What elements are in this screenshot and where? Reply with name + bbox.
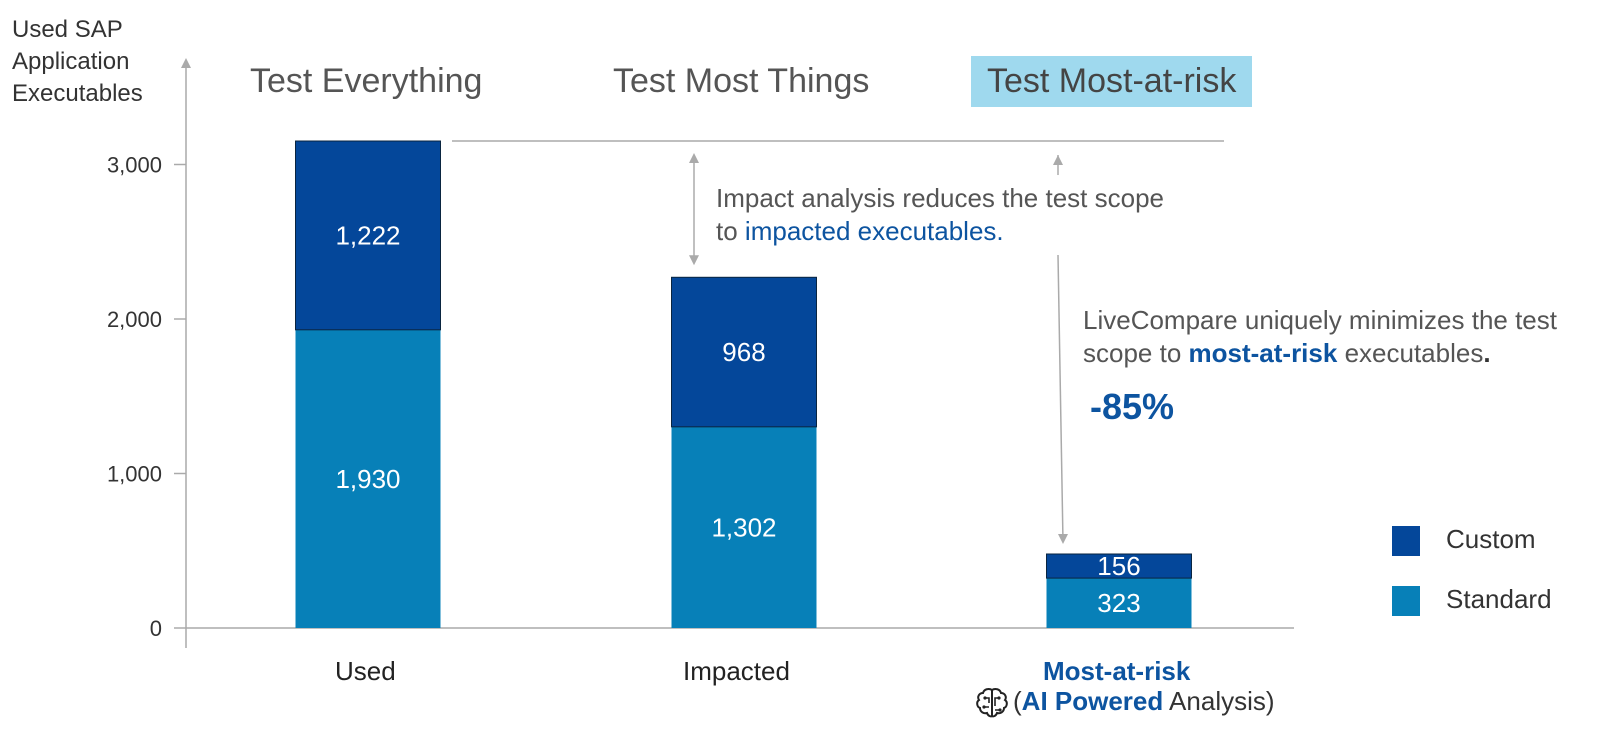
livecompare-annotation: LiveCompare uniquely minimizes the test …: [1083, 304, 1557, 370]
y-axis-title: Used SAP Application Executables: [12, 14, 172, 110]
legend-label-custom: Custom: [1446, 524, 1536, 554]
impact-annotation-line1: Impact analysis reduces the test scope: [716, 183, 1165, 213]
impact-annotation-emphasis: impacted executables.: [744, 216, 1004, 246]
column-title-test-most-things: Test Most Things: [613, 62, 870, 100]
bar-custom: [295, 140, 441, 331]
data-label-standard: 1,930: [335, 464, 400, 494]
livecompare-annotation-line1: LiveCompare uniquely minimizes the test: [1083, 305, 1557, 335]
bar-standard: [671, 426, 817, 628]
most-at-risk-arrow-up-head: [1053, 155, 1063, 166]
livecompare-annotation-line2: scope to most-at-risk executables.: [1083, 337, 1557, 370]
bar-custom: [671, 276, 817, 428]
livecompare-annotation-post: executables: [1337, 338, 1484, 368]
y-axis-title-text: Used SAP Application Executables: [12, 16, 143, 107]
impact-annotation-pre: to: [716, 216, 745, 246]
legend-swatch-custom: [1392, 526, 1420, 556]
ai-label-bold: AI Powered: [1021, 686, 1164, 716]
data-label-standard: 323: [1097, 588, 1140, 618]
column-title-test-most-at-risk: Test Most-at-risk: [971, 56, 1253, 107]
ai-label-rest: Analysis): [1163, 686, 1275, 716]
bar-standard: [1046, 578, 1192, 628]
column-title-test-everything: Test Everything: [250, 62, 483, 100]
most-at-risk-arrow-down-line: [1057, 254, 1064, 543]
y-tick-label: 3,000: [107, 153, 162, 178]
livecompare-annotation-emphasis: most-at-risk: [1188, 338, 1338, 368]
category-label-used: Used: [335, 656, 396, 686]
most-at-risk-arrow-down-head: [1058, 533, 1068, 544]
ai-powered-analysis-label: (AI Powered Analysis): [975, 686, 1275, 722]
bar-custom: [1046, 553, 1192, 579]
impact-analysis-annotation: Impact analysis reduces the test scope t…: [716, 182, 1164, 248]
data-label-custom: 968: [722, 337, 765, 367]
data-label-standard: 1,302: [711, 512, 776, 542]
ai-label-open-paren: (: [1013, 686, 1022, 716]
y-tick-label: 1,000: [107, 462, 162, 487]
data-label-custom: 156: [1097, 551, 1140, 581]
impact-arrow-head-down: [689, 255, 699, 266]
impact-annotation-line2: to impacted executables.: [716, 215, 1164, 248]
data-label-custom: 1,222: [335, 220, 400, 250]
legend-swatch-standard: [1392, 586, 1420, 616]
bar-standard: [295, 329, 441, 628]
legend-label-standard: Standard: [1446, 584, 1552, 614]
category-label-impacted: Impacted: [683, 656, 790, 686]
impact-arrow-head-up: [689, 153, 699, 164]
y-tick-label: 2,000: [107, 307, 162, 332]
category-label-most-at-risk: Most-at-risk: [1043, 656, 1191, 686]
y-tick-label: 0: [150, 616, 162, 641]
reduction-percentage: -85%: [1090, 386, 1175, 427]
livecompare-annotation-period: .: [1483, 338, 1491, 368]
livecompare-annotation-pre: scope to: [1083, 338, 1189, 368]
y-axis-arrow: [181, 58, 191, 68]
brain-circuit-icon: [976, 688, 1008, 718]
